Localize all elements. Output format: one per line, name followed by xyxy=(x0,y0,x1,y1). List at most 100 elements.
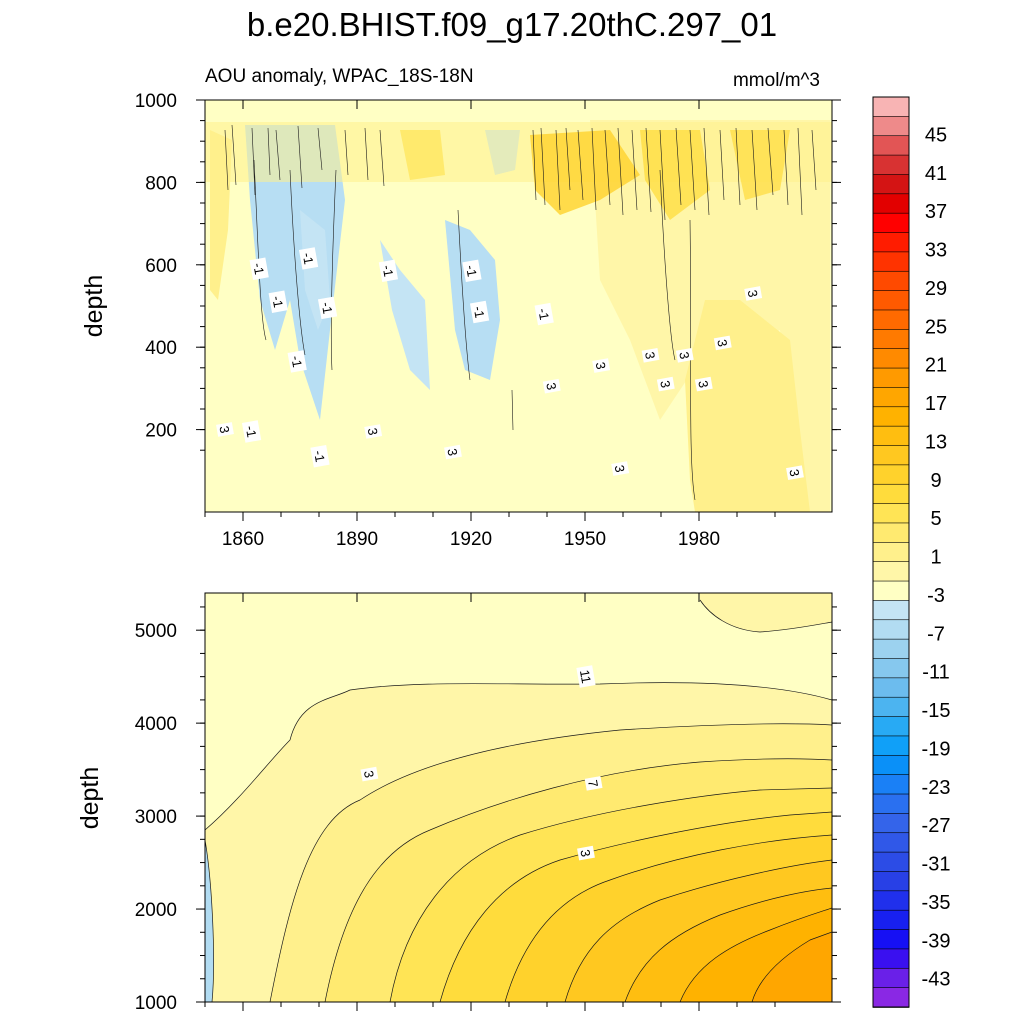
y-tick-label: 800 xyxy=(145,173,177,194)
colorbar-swatch xyxy=(872,716,910,737)
colorbar-label: 41 xyxy=(925,163,947,185)
colorbar-label: 29 xyxy=(925,278,947,300)
colorbar-swatch xyxy=(872,561,910,582)
contour-label: 3 xyxy=(656,376,675,392)
colorbar-label: 13 xyxy=(925,431,947,453)
colorbar-swatch xyxy=(872,696,910,718)
contour-label-text: 3 xyxy=(444,447,460,457)
contour-label-text: -1 xyxy=(269,295,286,309)
colorbar-swatch xyxy=(872,464,910,486)
bottom-frame xyxy=(204,592,833,1003)
colorbar-swatch xyxy=(872,174,910,195)
figure-title: b.e20.BHIST.f09_g17.20thC.297_01 xyxy=(247,6,777,43)
contour-label-text: 11 xyxy=(577,669,594,685)
colorbar-label: -27 xyxy=(922,815,951,837)
contour-label-text: -1 xyxy=(243,425,260,439)
x-tick-label: 1950 xyxy=(564,529,606,550)
colorbar-label: -7 xyxy=(927,623,945,645)
contour-label-box xyxy=(694,376,713,392)
colorbar-swatch xyxy=(872,483,910,505)
contour-label-text: -1 xyxy=(463,264,480,278)
contour-label-text: -1 xyxy=(471,305,488,319)
colorbar-label: -35 xyxy=(922,892,951,914)
contour-label-text: 3 xyxy=(216,425,232,435)
contour-label: 3 xyxy=(360,766,379,782)
colorbar-swatch xyxy=(872,813,910,834)
colorbar-swatch xyxy=(872,503,910,524)
colorbar-swatch xyxy=(872,232,910,253)
contour-label-box xyxy=(298,247,319,270)
colorbar-swatch xyxy=(872,135,910,156)
colorbar-swatch xyxy=(872,193,910,214)
top-contour-field xyxy=(205,100,832,512)
contour-label-box xyxy=(268,290,288,313)
y-tick-label: 5000 xyxy=(135,621,177,642)
top-warm-core-a xyxy=(530,130,640,215)
x-tick-label: 1920 xyxy=(450,529,492,550)
contour-label-box xyxy=(786,465,804,480)
contour-label: -1 xyxy=(462,259,482,283)
colorbar-label: -11 xyxy=(922,662,949,684)
contour-label-box xyxy=(584,776,603,791)
contour-label: -1 xyxy=(310,444,330,468)
contour-label-text: -1 xyxy=(250,262,267,276)
colorbar-label: -3 xyxy=(927,585,945,607)
colorbar-label: 1 xyxy=(930,547,941,569)
contour-label-text: 3 xyxy=(657,379,673,389)
contour-label-box xyxy=(310,444,330,468)
colorbar-swatch xyxy=(872,445,910,466)
colorbar-label: -39 xyxy=(922,930,951,952)
top-warm-core-c xyxy=(730,130,790,200)
contour-label: -1 xyxy=(317,296,338,320)
colorbar-swatch xyxy=(872,793,910,815)
contour-label: 3 xyxy=(542,378,561,394)
colorbar-label: -23 xyxy=(922,777,951,799)
contour-label: 3 xyxy=(786,465,804,480)
colorbar-swatch xyxy=(872,425,910,447)
colorbar-swatch xyxy=(872,96,910,118)
contour-label-text: 3 xyxy=(612,464,628,474)
contour-label-text: 3 xyxy=(577,848,593,858)
colorbar-swatch xyxy=(872,987,910,1008)
contour-label-text: -1 xyxy=(535,307,552,321)
contour-label: 3 xyxy=(713,335,732,351)
contour-label: 3 xyxy=(675,347,694,363)
colorbar-swatch xyxy=(872,754,910,776)
contour-label: -1 xyxy=(287,350,307,373)
colorbar-label: 25 xyxy=(925,316,947,338)
y-tick-label: 4000 xyxy=(135,714,177,735)
contour-label-box xyxy=(713,335,732,351)
bottom-ticks: 1000 2000 3000 4000 5000 xyxy=(135,593,841,1014)
contour-label: -1 xyxy=(268,290,288,313)
contour-label-box xyxy=(360,766,379,782)
colorbar-swatch xyxy=(872,832,910,853)
contour-label-box xyxy=(641,347,660,363)
colorbar-swatch xyxy=(872,116,910,137)
x-tick-label: 1860 xyxy=(222,529,264,550)
contour-label: -1 xyxy=(241,420,262,443)
contour-label-text: 3 xyxy=(695,379,711,389)
contour-label: 3 xyxy=(611,461,630,476)
colorbar-label: -31 xyxy=(922,854,951,876)
colorbar-label: -15 xyxy=(922,700,951,722)
contour-label-text: 3 xyxy=(361,769,377,779)
contour-label-text: 3 xyxy=(745,289,761,299)
contour-label-box xyxy=(469,300,490,324)
colorbar-swatch xyxy=(872,290,910,311)
contour-label-box xyxy=(241,420,262,443)
contour-label-text: -1 xyxy=(380,264,397,278)
colorbar-swatch xyxy=(872,542,910,563)
contour-label: 3 xyxy=(592,358,611,373)
contour-label-box xyxy=(364,424,383,439)
bottom-level-19 xyxy=(752,932,832,1002)
colorbar-swatch xyxy=(872,871,910,892)
contour-label-box xyxy=(675,347,694,363)
colorbar-label: 9 xyxy=(930,470,941,492)
contour-label: 3 xyxy=(216,422,234,437)
contour-label: 3 xyxy=(364,424,383,439)
colorbar-label: 21 xyxy=(925,355,947,377)
contour-label-text: 3 xyxy=(543,381,559,391)
bottom-contour-field xyxy=(205,593,832,1002)
contour-label-box xyxy=(462,259,482,283)
contour-label-box xyxy=(249,257,269,280)
